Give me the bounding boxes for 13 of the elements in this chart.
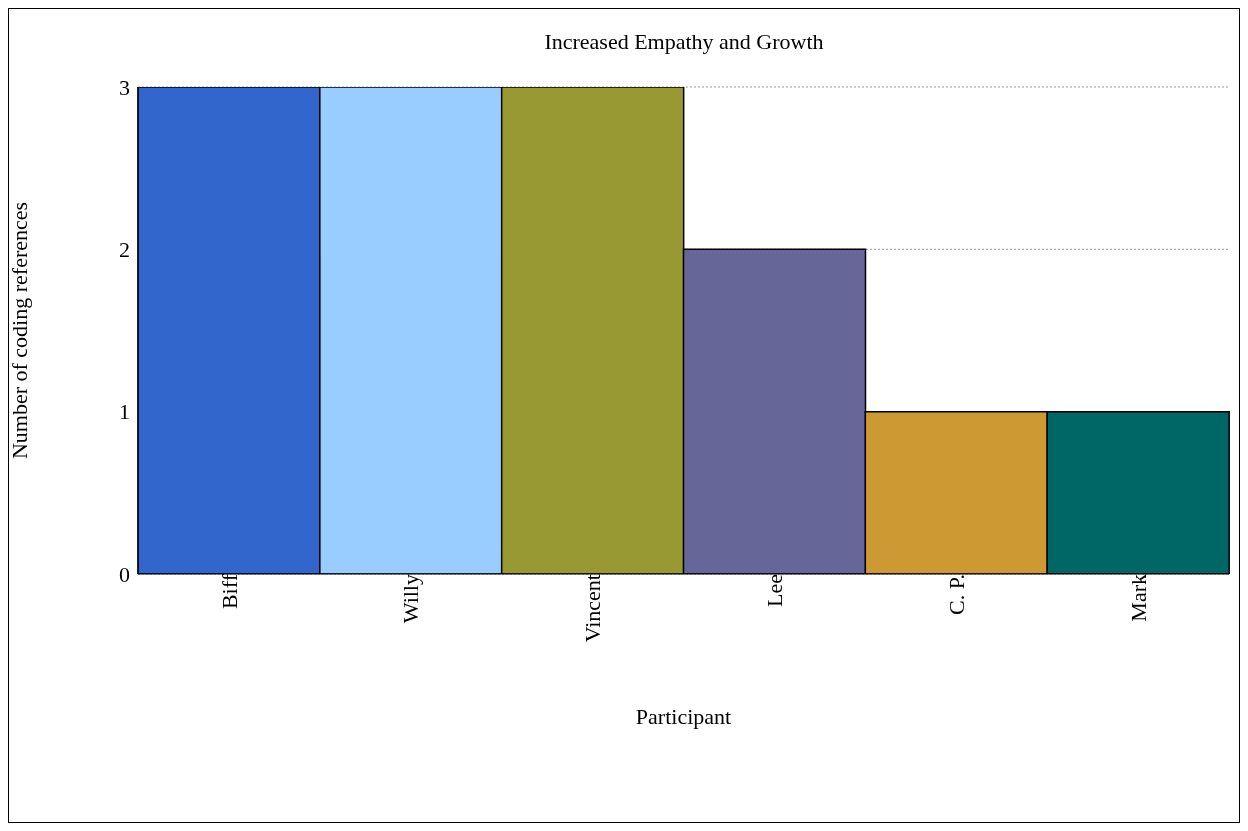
y-tick-label: 0 [119, 561, 130, 587]
y-tick-label: 3 [119, 74, 130, 100]
x-tick-label: Mark [1125, 574, 1151, 622]
x-tick-label: Willy [398, 574, 424, 624]
x-tick-label: Vincent [580, 574, 606, 643]
x-tick-label: Biff [216, 573, 242, 610]
chart-title: Increased Empathy and Growth [543, 29, 825, 55]
y-tick-label: 1 [119, 399, 130, 425]
y-tick-label: 2 [119, 237, 130, 263]
x-axis-title: Participant [635, 704, 732, 729]
x-tick-label: Lee [762, 574, 788, 607]
x-tick-label: C. P. [943, 574, 969, 615]
y-axis-title: Number of coding references [6, 201, 32, 460]
